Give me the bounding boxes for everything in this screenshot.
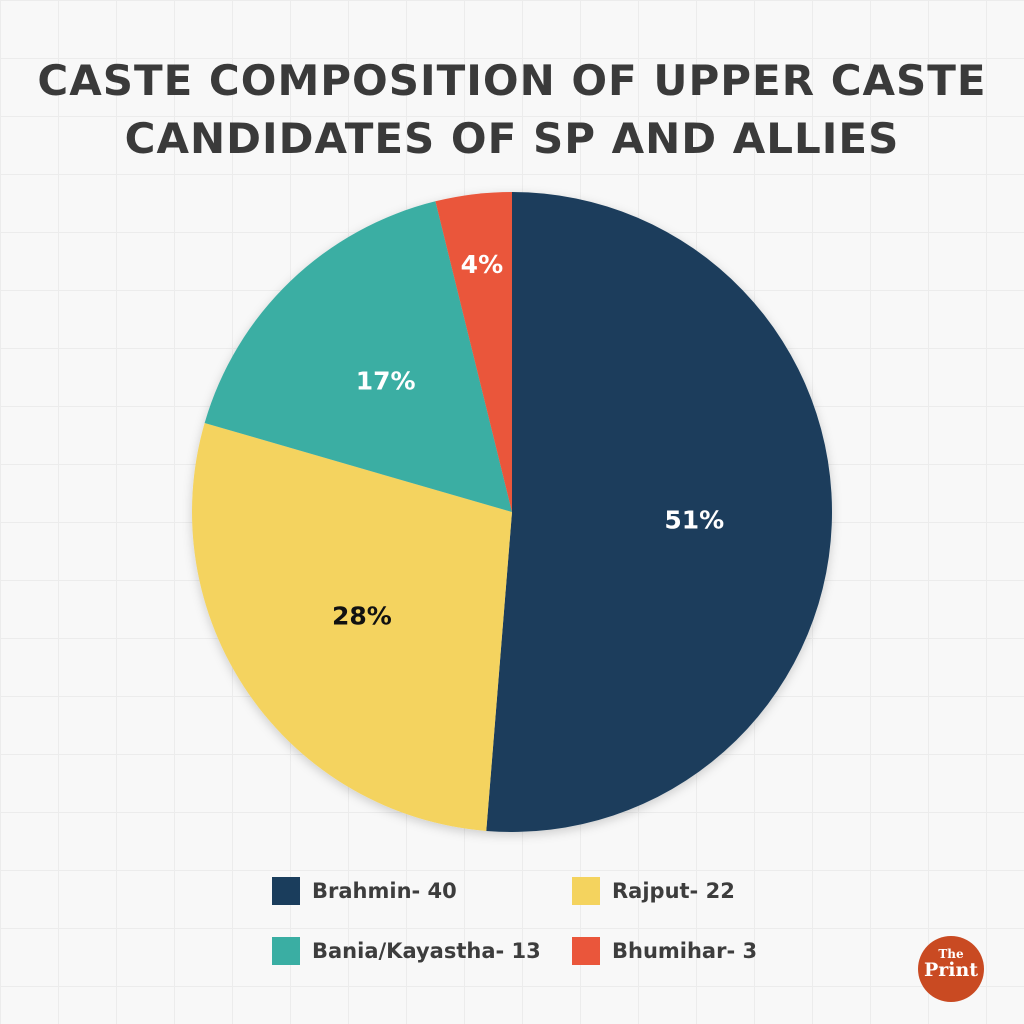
legend-label: Bania/Kayastha- 13 <box>312 939 541 963</box>
data-label: 51% <box>664 505 724 534</box>
legend-item-bhumihar: Bhumihar- 3 <box>572 936 772 966</box>
title-line-1: CASTE COMPOSITION OF UPPER CASTE <box>37 56 987 105</box>
logo-line-1: The <box>938 947 964 961</box>
chart-title: CASTE COMPOSITION OF UPPER CASTE CANDIDA… <box>0 52 1024 168</box>
legend-item-rajput: Rajput- 22 <box>572 876 772 906</box>
pie-slice-bania-kayastha <box>204 201 512 512</box>
data-label: 28% <box>332 602 392 631</box>
pie-slice-brahmin <box>486 192 832 832</box>
legend-label: Bhumihar- 3 <box>612 939 758 963</box>
logo-line-2: Print <box>923 959 979 981</box>
legend: Brahmin- 40 Rajput- 22 Bania/Kayastha- 1… <box>272 876 772 966</box>
theprint-logo: The Print <box>918 936 984 1002</box>
legend-swatch <box>272 877 300 905</box>
data-label: 17% <box>356 366 416 395</box>
legend-item-bania-kayastha: Bania/Kayastha- 13 <box>272 936 572 966</box>
legend-swatch <box>272 937 300 965</box>
legend-swatch <box>572 937 600 965</box>
legend-label: Brahmin- 40 <box>312 879 457 903</box>
pie-slice-rajput <box>191 422 512 831</box>
legend-swatch <box>572 877 600 905</box>
data-label: 4% <box>461 250 503 279</box>
legend-item-brahmin: Brahmin- 40 <box>272 876 572 906</box>
title-line-2: CANDIDATES OF SP AND ALLIES <box>124 114 900 163</box>
pie-slice-bhumihar <box>435 192 512 512</box>
legend-label: Rajput- 22 <box>612 879 735 903</box>
